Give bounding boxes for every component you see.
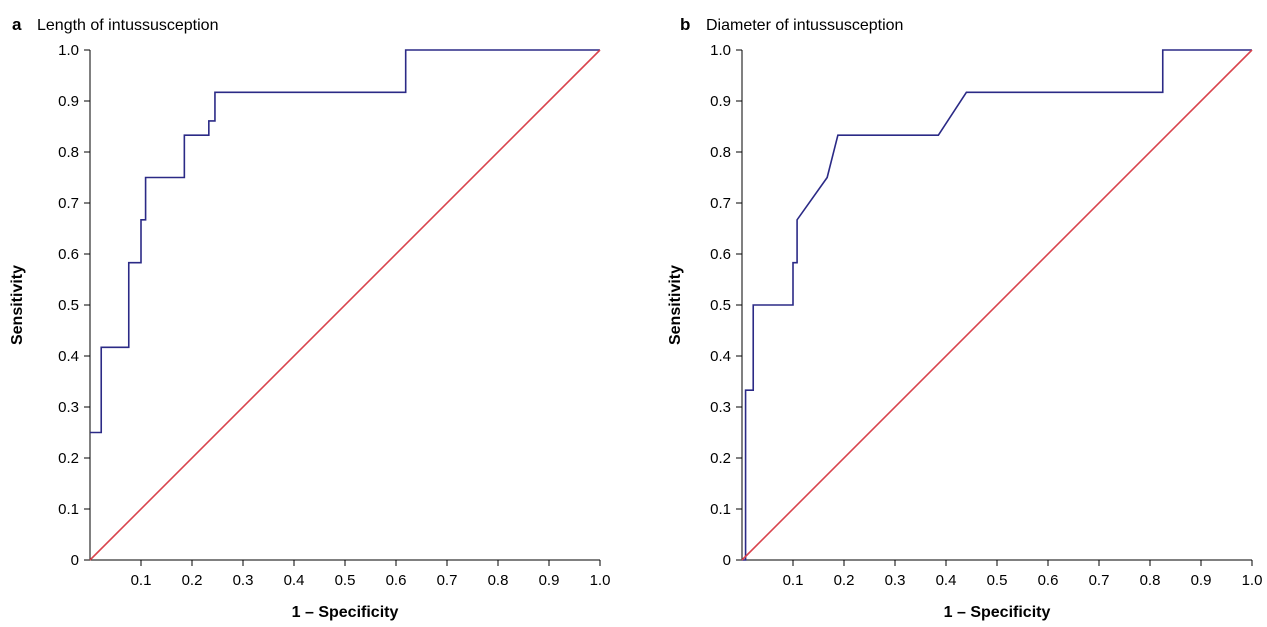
y-tick-label: 0.1 [710,501,731,518]
x-tick-label: 0.5 [987,572,1008,589]
reference-diagonal-line [741,49,1253,561]
y-tick-label: 0.5 [710,297,731,314]
x-tick-label: 0.9 [539,572,560,589]
y-tick-label: 0.3 [58,399,79,416]
y-tick-label: 0.1 [58,501,79,518]
y-tick-label: 0.3 [710,399,731,416]
y-tick-label: 0.5 [58,297,79,314]
x-axis-title: 1 – Specificity [292,604,399,621]
y-tick-label: 0.7 [710,195,731,212]
x-tick-label: 0.7 [1089,572,1110,589]
y-tick-label: 0.6 [710,246,731,263]
x-tick-label: 0.2 [834,572,855,589]
panel-letter: a [12,15,22,34]
x-tick-label: 0.6 [1038,572,1059,589]
x-tick-label: 0.9 [1191,572,1212,589]
x-tick-label: 0.4 [936,572,957,589]
x-tick-label: 0.5 [335,572,356,589]
y-tick-label: 0.8 [710,144,731,161]
x-axis-title: 1 – Specificity [944,604,1051,621]
y-tick-label: 0 [723,552,731,569]
chart-title: Length of intussusception [37,17,218,34]
chart-panel-b: b Diameter of intussusception 0 0.1 0.2 0.3 0.… [667,15,1262,621]
y-tick-label: 0.4 [58,348,79,365]
x-tick-label: 0.8 [488,572,509,589]
x-tick-label: 0.3 [233,572,254,589]
y-tick-label: 0.7 [58,195,79,212]
x-tick-label: 0.4 [284,572,305,589]
reference-diagonal-line [89,49,601,561]
x-tick-label: 0.1 [131,572,152,589]
y-tick-label: 0.2 [58,450,79,467]
y-tick-label: 0 [71,552,79,569]
chart-panel-a: a Length of intussusception 0 0.1 0.2 0.3 0.4 0… [9,15,610,621]
y-tick-label: 0.4 [710,348,731,365]
x-tick-label: 0.7 [437,572,458,589]
x-tick-label: 0.3 [885,572,906,589]
x-tick-label: 1.0 [590,572,611,589]
y-tick-label: 0.6 [58,246,79,263]
y-tick-label: 0.9 [58,93,79,110]
chart-title: Diameter of intussusception [706,17,903,34]
y-axis-title: Sensitivity [9,265,26,345]
x-tick-label: 0.2 [182,572,203,589]
roc-curve-line [90,49,600,434]
x-tick-label: 0.6 [386,572,407,589]
y-tick-label: 0.8 [58,144,79,161]
x-tick-label: 0.8 [1140,572,1161,589]
x-tick-label: 0.1 [783,572,804,589]
y-tick-label: 1.0 [710,42,731,59]
y-tick-label: 0.2 [710,450,731,467]
panel-letter: b [680,15,690,34]
roc-curve-line [742,49,1252,561]
y-axis-title: Sensitivity [667,265,684,345]
x-tick-label: 1.0 [1242,572,1263,589]
y-tick-label: 0.9 [710,93,731,110]
y-tick-label: 1.0 [58,42,79,59]
